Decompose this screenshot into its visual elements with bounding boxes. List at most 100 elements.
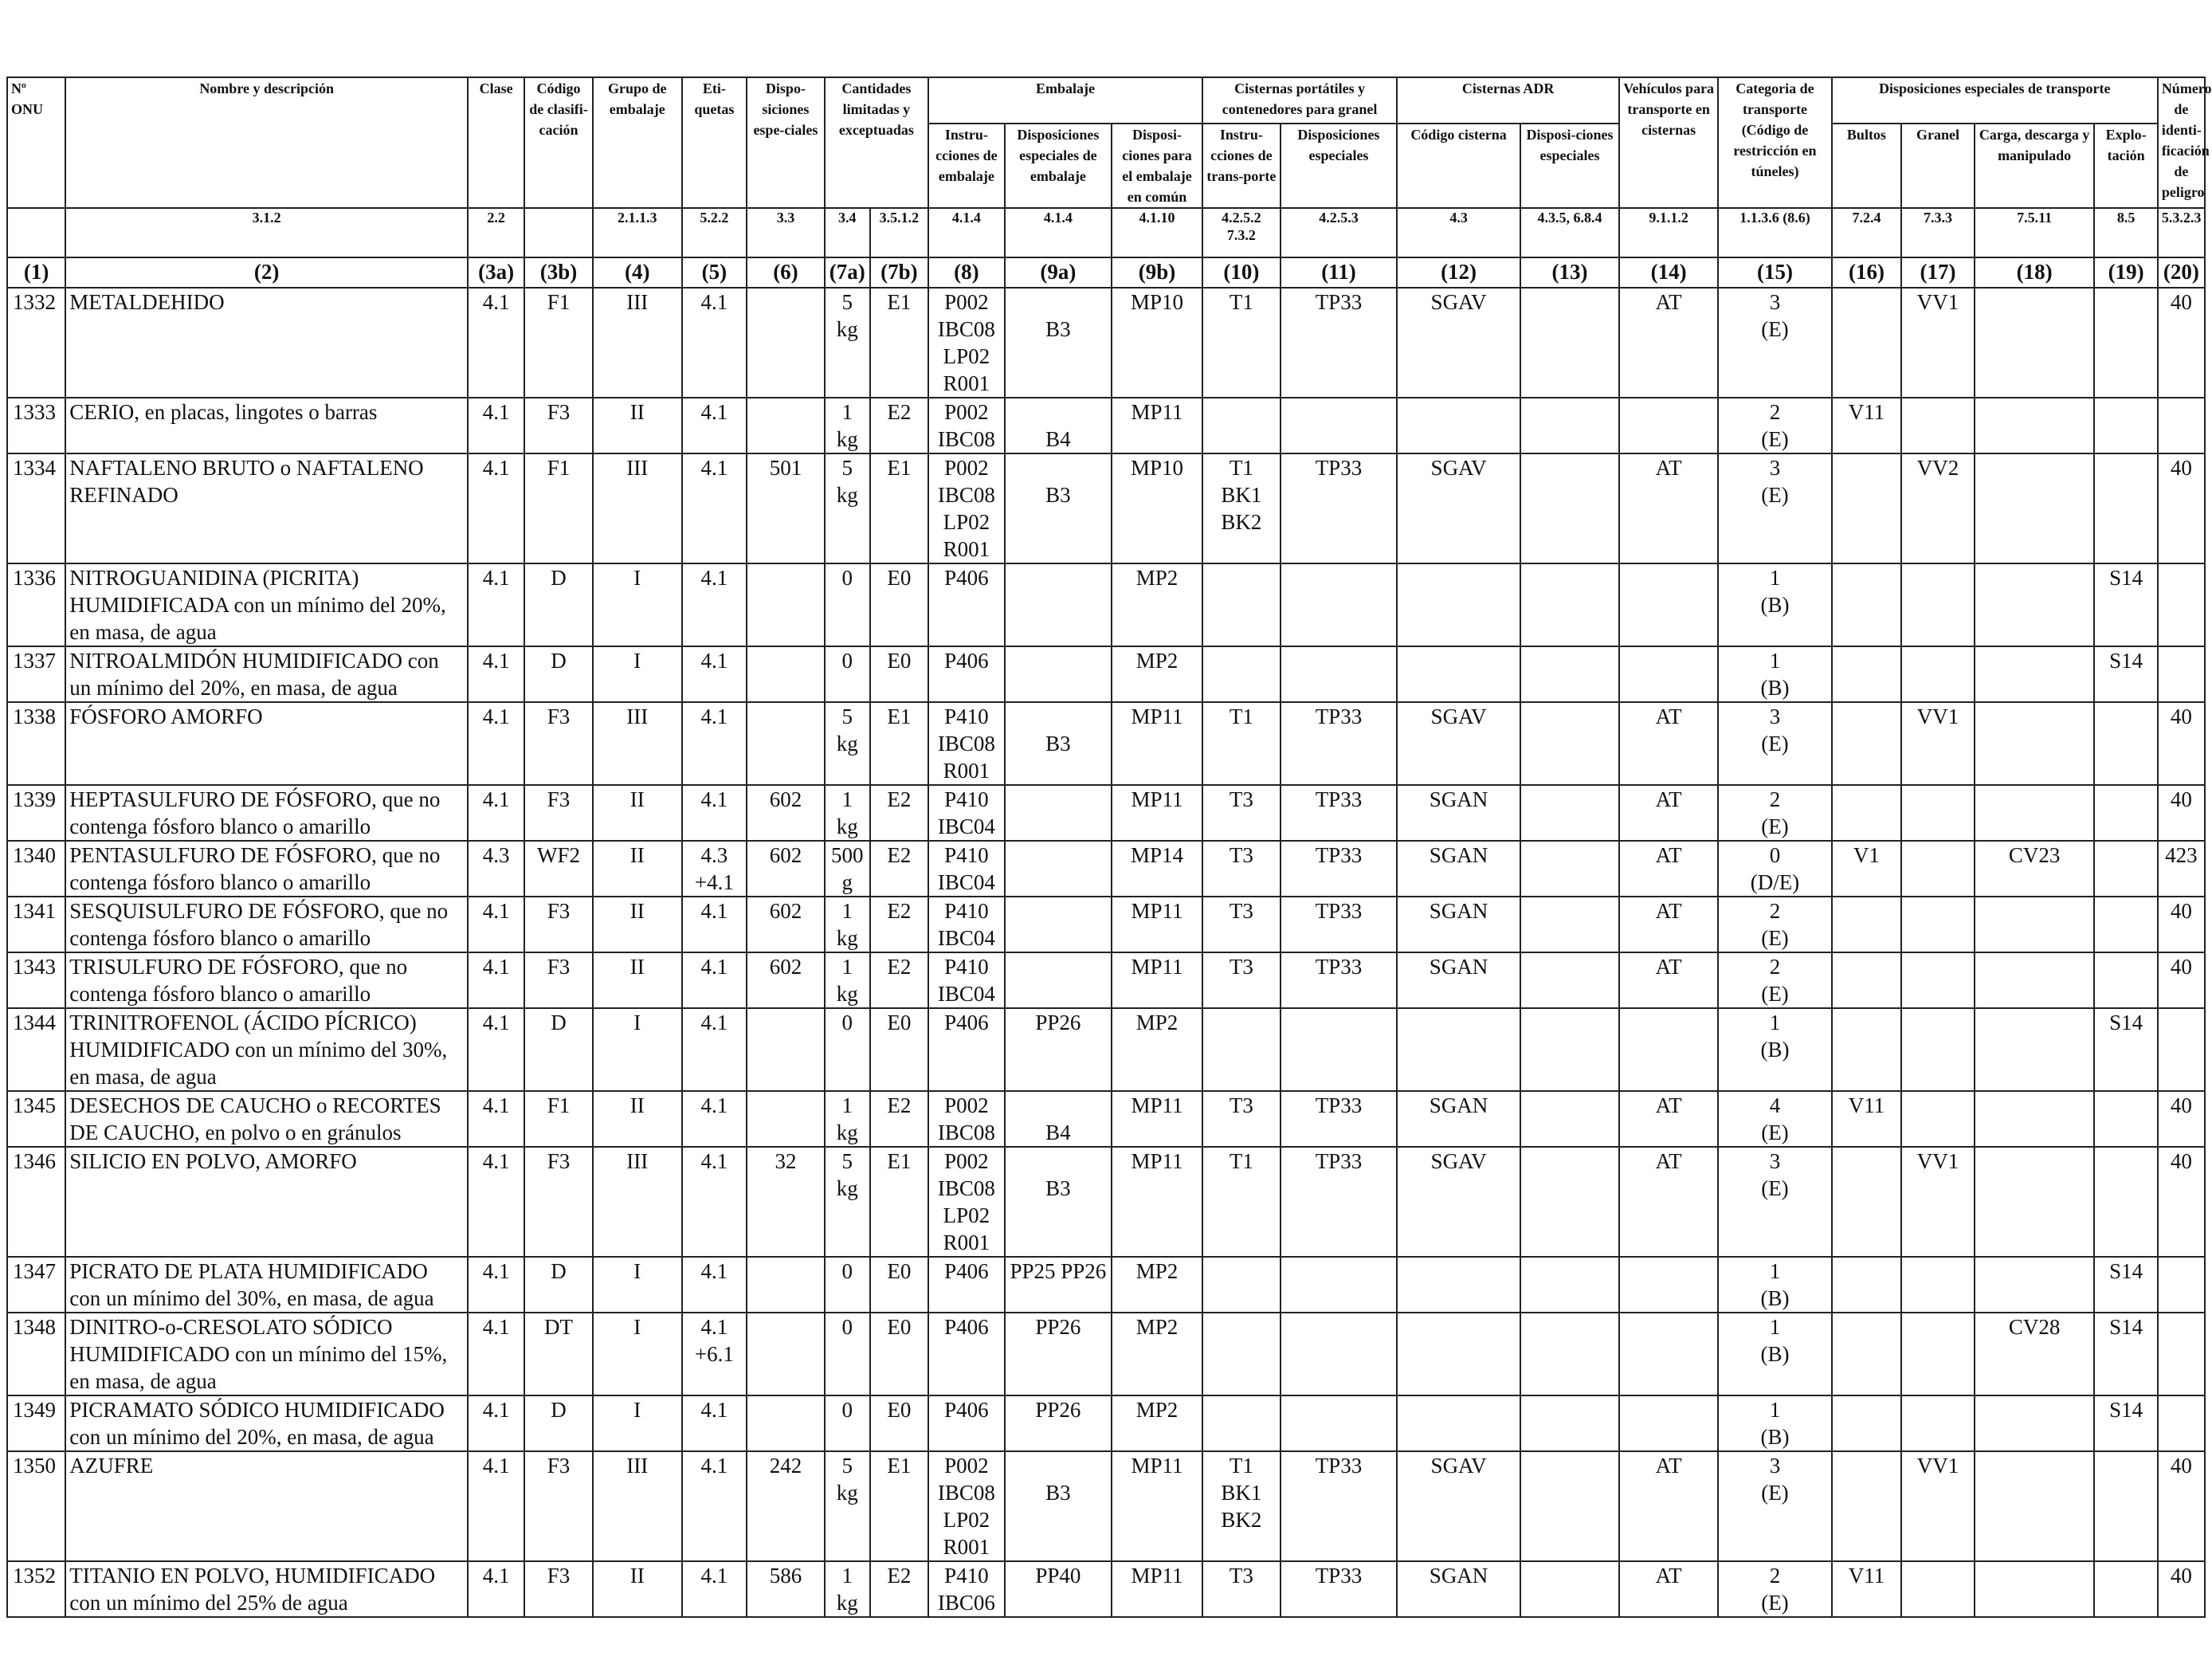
cell-loading-provision [1973,287,2096,398]
table-row: 1349 PICRAMATO SÓDICO HUMIDIFICADO con un… [6,1395,2206,1452]
ref-c19: 8.5 [2093,207,2159,258]
cell-tank-code: SGAV [1396,1146,1521,1258]
cell-tank-vehicles: AT [1618,1450,1720,1562]
cell-hazard-id: 40 [2156,784,2206,842]
ref-c1 [6,207,67,258]
header-adr-tank-provisions: Disposi-ciones especiales [1519,123,1621,209]
cell-name-description: HEPTASULFURO DE FÓSFORO, que no contenga… [65,784,469,842]
cell-name-description: DINITRO-o-CRESOLATO SÓDICO HUMIDIFICADO … [65,1312,469,1396]
cell-packing-group: II [591,840,683,897]
ref-c7b: 3.5.1.2 [869,207,930,258]
cell-operation-provision [2093,1560,2159,1618]
cell-labels: 4.1 [680,1256,748,1313]
cell-transport-category: 2 (E) [1717,952,1833,1009]
cell-adr-tank-provisions [1519,287,1621,398]
header-mixed-packing: Disposi-ciones para el embalaje en común [1111,123,1203,209]
cell-packing-group: I [591,646,683,703]
cell-mixed-packing: MP14 [1111,840,1203,897]
cell-tank-code: SGAN [1396,896,1521,953]
column-number: (4) [591,257,683,288]
cell-bulk-provision: VV1 [1900,287,1975,398]
cell-tank-code [1396,1395,1521,1452]
cell-tank-instructions: T3 [1201,784,1281,842]
cell-hazard-id: 423 [2156,840,2206,897]
cell-loading-provision [1973,1007,2096,1092]
cell-packing-instructions: P002 IBC08 LP02 R001 [928,453,1006,564]
cell-bulk-provision: VV1 [1900,701,1975,786]
cell-packing-instructions: P002 IBC08 LP02 R001 [928,287,1006,398]
cell-transport-category: 2 (E) [1717,397,1833,454]
cell-special-provisions [746,1312,826,1396]
cell-name-description: TRISULFURO DE FÓSFORO, que no contenga f… [65,952,469,1009]
cell-packing-instructions: P406 [928,1312,1006,1396]
cell-mixed-packing: MP2 [1111,1256,1203,1313]
cell-packing-instructions: P406 [928,1395,1006,1452]
cell-excepted-quantity: E2 [869,1090,930,1148]
header-bulk: Granel [1900,123,1975,209]
cell-labels: 4.1 [680,952,748,1009]
cell-tank-provisions: TP33 [1279,1146,1398,1258]
cell-transport-category: 3 (E) [1717,287,1833,398]
cell-tank-provisions [1279,563,1398,647]
cell-labels: 4.1 [680,896,748,953]
cell-bulk-provision [1900,1007,1975,1092]
cell-excepted-quantity: E2 [869,952,930,1009]
cell-mixed-packing: MP2 [1111,1395,1203,1452]
cell-hazard-id: 40 [2156,1560,2206,1618]
cell-bulk-provision [1900,952,1975,1009]
table-row: 1333 CERIO, en placas, lingotes o barras 4… [6,397,2206,454]
cell-transport-category: 1 (B) [1717,1312,1833,1396]
cell-packages-provision [1830,1256,1903,1313]
cell-tank-vehicles: AT [1618,784,1720,842]
cell-tank-vehicles [1618,397,1720,454]
cell-classification-code: WF2 [524,840,594,897]
cell-operation-provision [2093,840,2159,897]
cell-un-number: 1332 [6,287,67,398]
ref-c13: 4.3.5, 6.8.4 [1519,207,1621,258]
cell-tank-instructions: T3 [1201,952,1281,1009]
cell-packing-provisions: PP40 [1003,1560,1113,1618]
cell-packing-provisions [1003,646,1113,703]
cell-limited-quantity: 5 kg [823,287,871,398]
cell-adr-tank-provisions [1519,646,1621,703]
cell-classification-code: F3 [524,1450,594,1562]
cell-excepted-quantity: E0 [869,1312,930,1396]
cell-special-provisions [746,287,826,398]
cell-name-description: PENTASULFURO DE FÓSFORO, que no contenga… [65,840,469,897]
cell-limited-quantity: 0 [823,563,871,647]
cell-packages-provision [1830,646,1903,703]
cell-excepted-quantity: E0 [869,1007,930,1092]
ref-c7a: 3.4 [823,207,871,258]
cell-adr-tank-provisions [1519,563,1621,647]
cell-transport-category: 3 (E) [1717,1450,1833,1562]
cell-tank-provisions: TP33 [1279,287,1398,398]
cell-labels: 4.1 [680,646,748,703]
cell-limited-quantity: 1 kg [823,397,871,454]
cell-tank-code: SGAN [1396,840,1521,897]
column-number: (9a) [1003,257,1113,288]
cell-class: 4.1 [467,1560,526,1618]
cell-hazard-id: 40 [2156,287,2206,398]
cell-packing-provisions: PP26 [1003,1007,1113,1092]
cell-excepted-quantity: E1 [869,1146,930,1258]
cell-un-number: 1340 [6,840,67,897]
cell-loading-provision [1973,1146,2096,1258]
cell-packages-provision [1830,1146,1903,1258]
header-packing-provisions: Disposiciones especiales de embalaje [1003,123,1113,209]
cell-packing-provisions [1003,840,1113,897]
column-number: (17) [1900,257,1975,288]
cell-labels: 4.3 +4.1 [680,840,748,897]
cell-labels: 4.1 [680,1090,748,1148]
cell-packages-provision [1830,784,1903,842]
cell-packing-group: I [591,563,683,647]
cell-loading-provision [1973,1256,2096,1313]
cell-bulk-provision [1900,896,1975,953]
header-portable-tanks-group: Cisternas portátiles y contenedores para… [1201,77,1398,124]
column-number: (13) [1519,257,1621,288]
cell-transport-category: 3 (E) [1717,1146,1833,1258]
cell-hazard-id: 40 [2156,701,2206,786]
header-tank-instructions: Instru-cciones de trans-porte [1201,123,1281,209]
cell-packing-instructions: P410 IBC04 [928,896,1006,953]
cell-packing-group: II [591,1090,683,1148]
cell-transport-category: 1 (B) [1717,1007,1833,1092]
